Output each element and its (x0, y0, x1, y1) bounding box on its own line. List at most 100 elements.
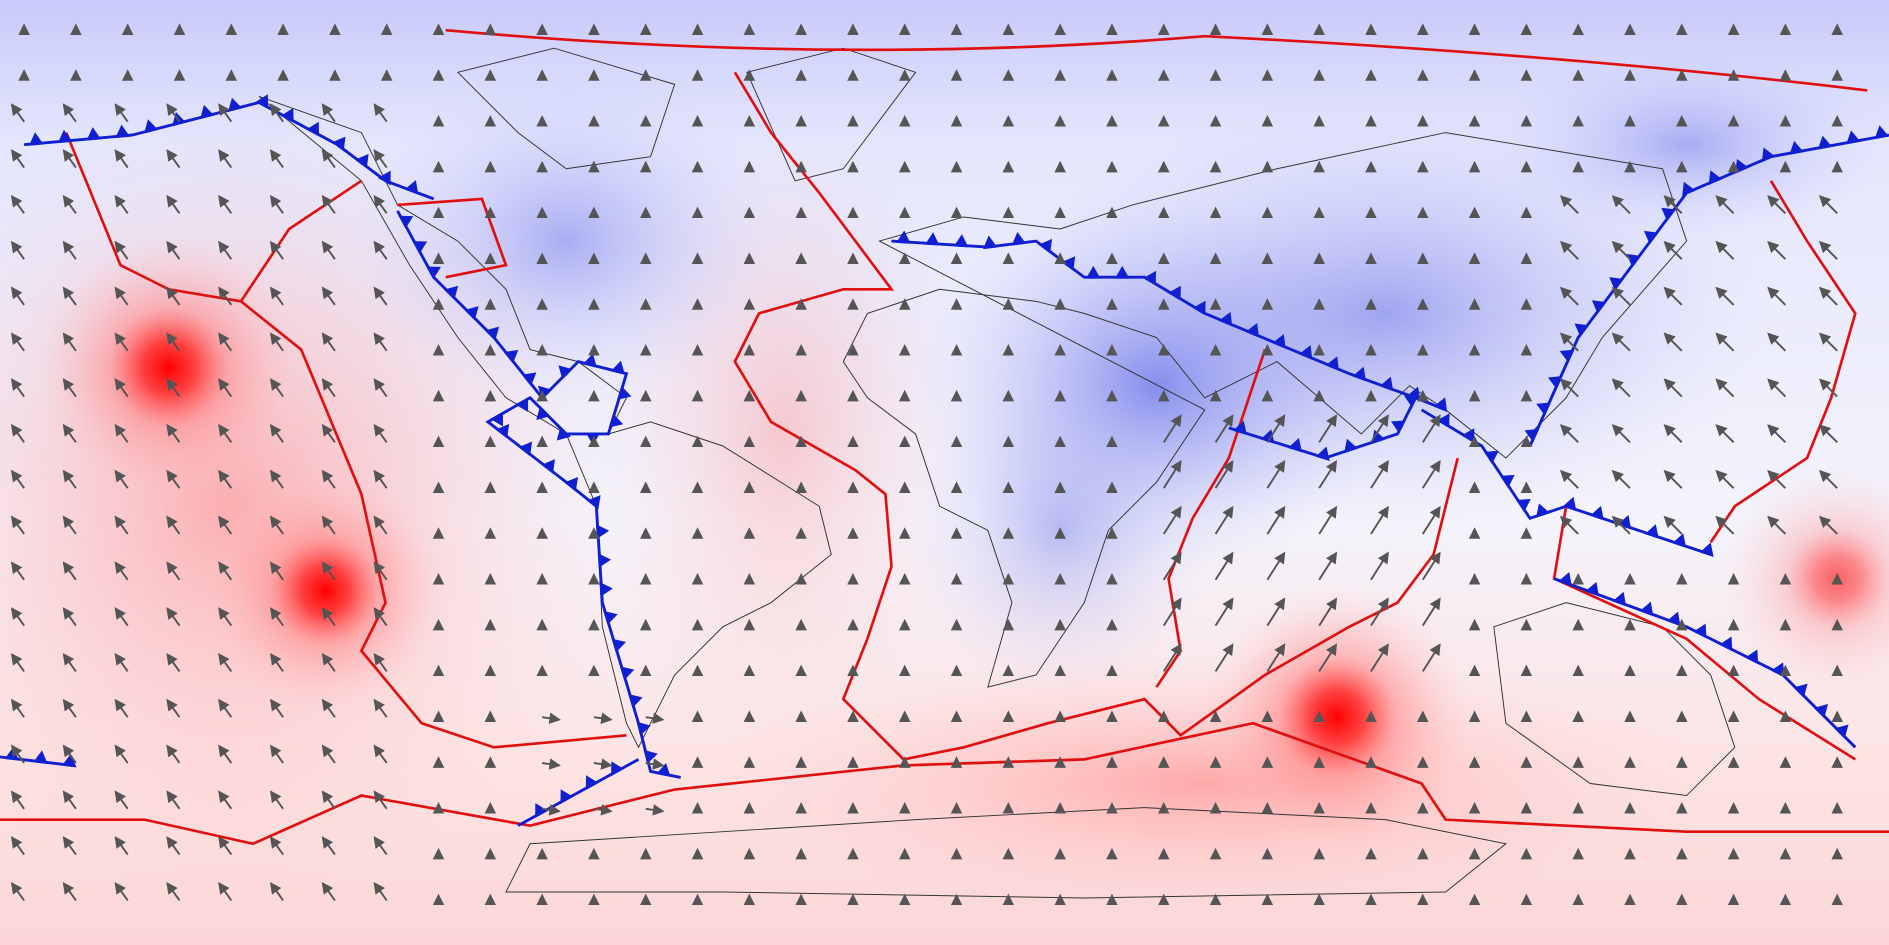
velocity-arrow (645, 804, 665, 816)
velocity-arrow (62, 652, 77, 672)
southern-warm-field (698, 650, 1711, 917)
velocity-arrow (1715, 332, 1735, 352)
velocity-arrow (218, 332, 233, 352)
velocity-arrow (166, 103, 181, 123)
velocity-arrow (1318, 597, 1338, 627)
velocity-arrow (218, 423, 233, 443)
velocity-arrow (321, 607, 336, 627)
subduction-tooth (1661, 207, 1676, 222)
subduction-tooth (144, 119, 159, 134)
velocity-arrow (373, 607, 388, 627)
subduction-tooth (1558, 572, 1572, 587)
subduction-tooth (200, 104, 215, 120)
velocity-arrow (10, 698, 25, 718)
subduction-tooth (1699, 542, 1714, 557)
velocity-arrow (62, 332, 77, 352)
velocity-arrow (114, 469, 129, 489)
velocity-arrow (114, 423, 129, 443)
hotspot (36, 235, 302, 501)
velocity-arrow (166, 744, 181, 764)
velocity-arrow (1559, 469, 1579, 489)
subduction-tooth (541, 459, 555, 474)
subduction-tooth (1559, 349, 1575, 363)
velocity-arrow (10, 149, 25, 169)
subduction-tooth (1086, 265, 1101, 279)
velocity-arrow (1663, 424, 1683, 444)
hotspot (204, 470, 446, 712)
velocity-arrow (321, 790, 336, 810)
subduction-tooth (1672, 533, 1687, 548)
subduction-tooth (610, 360, 625, 375)
subduction-tooth (1436, 413, 1450, 429)
subduction-tooth (617, 385, 632, 400)
velocity-arrow (1611, 195, 1631, 215)
velocity-arrow (321, 698, 336, 718)
velocity-arrow (321, 332, 336, 352)
velocity-arrow (1421, 505, 1441, 535)
velocity-arrow (218, 103, 233, 123)
velocity-arrow (62, 286, 77, 306)
velocity-arrow (373, 378, 388, 398)
velocity-arrow (10, 881, 25, 901)
velocity-arrow (10, 515, 25, 535)
subduction-tooth (611, 638, 626, 653)
subduction-tooth (1644, 524, 1659, 539)
velocity-arrow (166, 836, 181, 856)
subduction-tooth (484, 326, 500, 341)
velocity-arrow (218, 240, 233, 260)
velocity-arrow (62, 423, 77, 443)
subduction-tooth (1272, 334, 1286, 349)
velocity-arrow (269, 790, 284, 810)
velocity-arrow (269, 836, 284, 856)
velocity-arrow (321, 836, 336, 856)
velocity-arrow (321, 286, 336, 306)
subduction-tooth (1232, 420, 1247, 436)
velocity-arrow (218, 607, 233, 627)
velocity-arrow (1266, 597, 1286, 627)
velocity-arrows (10, 23, 1843, 906)
velocity-arrow (321, 103, 336, 123)
velocity-arrow (1559, 332, 1579, 352)
velocity-arrow (321, 652, 336, 672)
subduction-tooth (490, 411, 503, 427)
velocity-arrow (114, 149, 129, 169)
velocity-arrow (1266, 414, 1286, 443)
velocity-arrow (1611, 378, 1631, 398)
velocity-arrow (166, 194, 181, 214)
velocity-arrow (114, 378, 129, 398)
hotspot (1722, 464, 1889, 694)
velocity-arrow (114, 790, 129, 810)
velocity-arrow (166, 469, 181, 489)
velocity-arrow (1663, 332, 1683, 352)
east-pacific-ridge (65, 132, 627, 749)
subduction-tooth (1536, 503, 1550, 518)
australia-coast (1493, 602, 1736, 797)
subduction-tooth (1403, 394, 1419, 408)
velocity-arrow (10, 744, 25, 764)
subduction-tooth (57, 129, 73, 144)
velocity-arrow (1214, 414, 1234, 443)
velocity-arrow (321, 561, 336, 581)
subduction-tooth (953, 234, 969, 248)
north-america-cold-field (349, 72, 784, 410)
velocity-arrow (645, 758, 665, 770)
velocity-arrow (62, 881, 77, 901)
subduction-tooth (1483, 450, 1499, 464)
subduction-tooth (1793, 683, 1808, 698)
subduction-tooth (556, 426, 571, 441)
velocity-arrow (593, 804, 613, 816)
velocity-arrow (114, 744, 129, 764)
mid-atlantic-ridge (733, 71, 1459, 761)
subduction-tooth (115, 124, 130, 138)
subduction-tooth (1682, 181, 1696, 197)
velocity-arrow (62, 561, 77, 581)
velocity-arrow (1162, 551, 1182, 581)
velocity-arrow (1559, 515, 1579, 535)
velocity-arrow (1611, 286, 1631, 306)
velocity-arrow (218, 561, 233, 581)
velocity-arrow (1818, 469, 1838, 489)
subduction-tooth (1612, 591, 1627, 607)
subduction-tooth (643, 749, 658, 764)
subduction-tooth (1352, 366, 1367, 382)
